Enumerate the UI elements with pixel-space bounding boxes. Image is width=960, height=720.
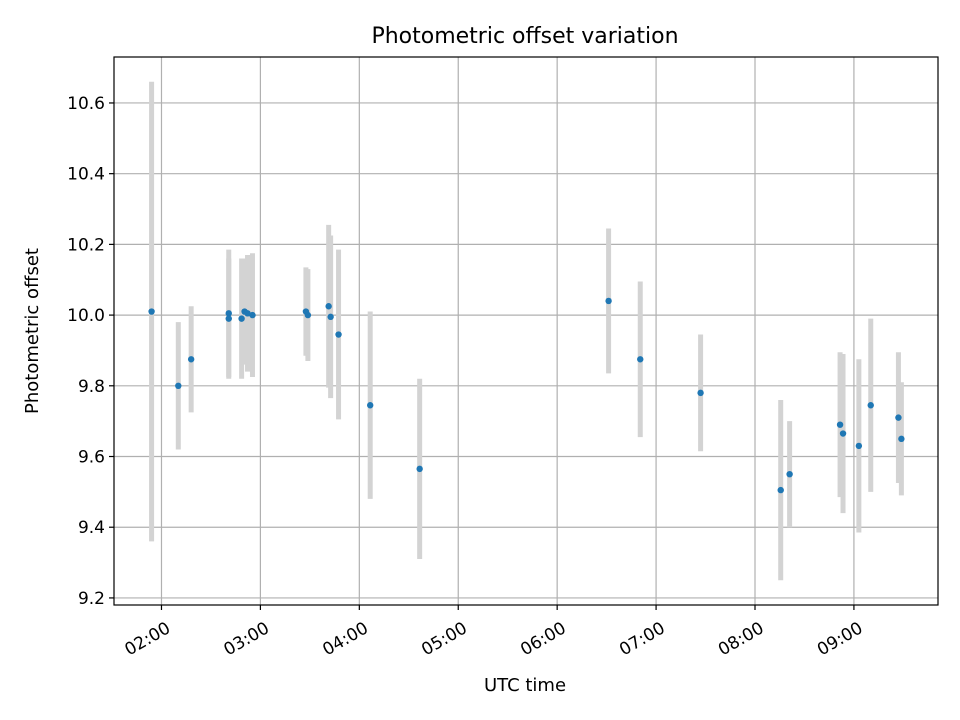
data-point bbox=[895, 414, 902, 421]
data-point bbox=[867, 402, 874, 409]
data-point bbox=[605, 297, 612, 305]
x-axis-ticks: 02:00 03:00 04:00 05:00 06:00 07:00 08:00 09:00 bbox=[122, 605, 866, 660]
error-bars bbox=[149, 81, 904, 581]
y-tick-label: 10.4 bbox=[67, 165, 105, 185]
data-point bbox=[249, 311, 256, 319]
y-tick-label: 10.0 bbox=[67, 306, 105, 326]
plot-frame bbox=[113, 56, 939, 606]
data-point bbox=[327, 313, 334, 321]
grid bbox=[114, 57, 938, 605]
data-point bbox=[238, 315, 245, 322]
data-point bbox=[325, 303, 332, 310]
data-point bbox=[777, 486, 784, 494]
data-point bbox=[697, 389, 704, 397]
data-point bbox=[148, 308, 155, 315]
data-point bbox=[839, 430, 847, 437]
data-point bbox=[335, 331, 342, 338]
chart-title: Photometric offset variation bbox=[371, 24, 678, 49]
x-tick-label: 05:00 bbox=[418, 618, 470, 660]
y-tick-label: 9.2 bbox=[78, 589, 105, 609]
data-point bbox=[637, 356, 644, 363]
y-tick-label: 10.6 bbox=[67, 94, 105, 114]
data-point bbox=[175, 382, 182, 389]
data-point bbox=[786, 470, 793, 478]
x-tick-label: 09:00 bbox=[814, 618, 866, 660]
data-point bbox=[187, 356, 195, 363]
x-axis-label: UTC time bbox=[484, 675, 566, 696]
x-tick-label: 02:00 bbox=[122, 618, 174, 660]
x-tick-label: 03:00 bbox=[220, 618, 272, 660]
data-point bbox=[855, 442, 863, 450]
data-point bbox=[244, 310, 251, 317]
y-tick-label: 10.2 bbox=[67, 235, 105, 255]
x-tick-label: 08:00 bbox=[715, 618, 767, 660]
y-tick-label: 9.8 bbox=[78, 377, 105, 397]
y-tick-label: 9.4 bbox=[78, 518, 105, 538]
data-point bbox=[416, 465, 423, 473]
x-tick-label: 07:00 bbox=[616, 618, 668, 660]
data-point bbox=[225, 315, 232, 322]
data-point bbox=[225, 310, 232, 317]
data-point bbox=[304, 311, 312, 319]
x-tick-label: 06:00 bbox=[517, 618, 569, 660]
x-tick-label: 04:00 bbox=[319, 618, 371, 660]
data-points bbox=[148, 297, 905, 494]
data-point bbox=[367, 402, 374, 409]
data-point bbox=[836, 421, 844, 428]
y-axis-ticks: 9.2 9.4 9.6 9.8 10.0 10.2 10.4 10.6 bbox=[67, 94, 114, 609]
y-tick-label: 9.6 bbox=[78, 448, 105, 468]
y-axis-label: Photometric offset bbox=[22, 248, 43, 414]
data-point bbox=[898, 435, 905, 443]
